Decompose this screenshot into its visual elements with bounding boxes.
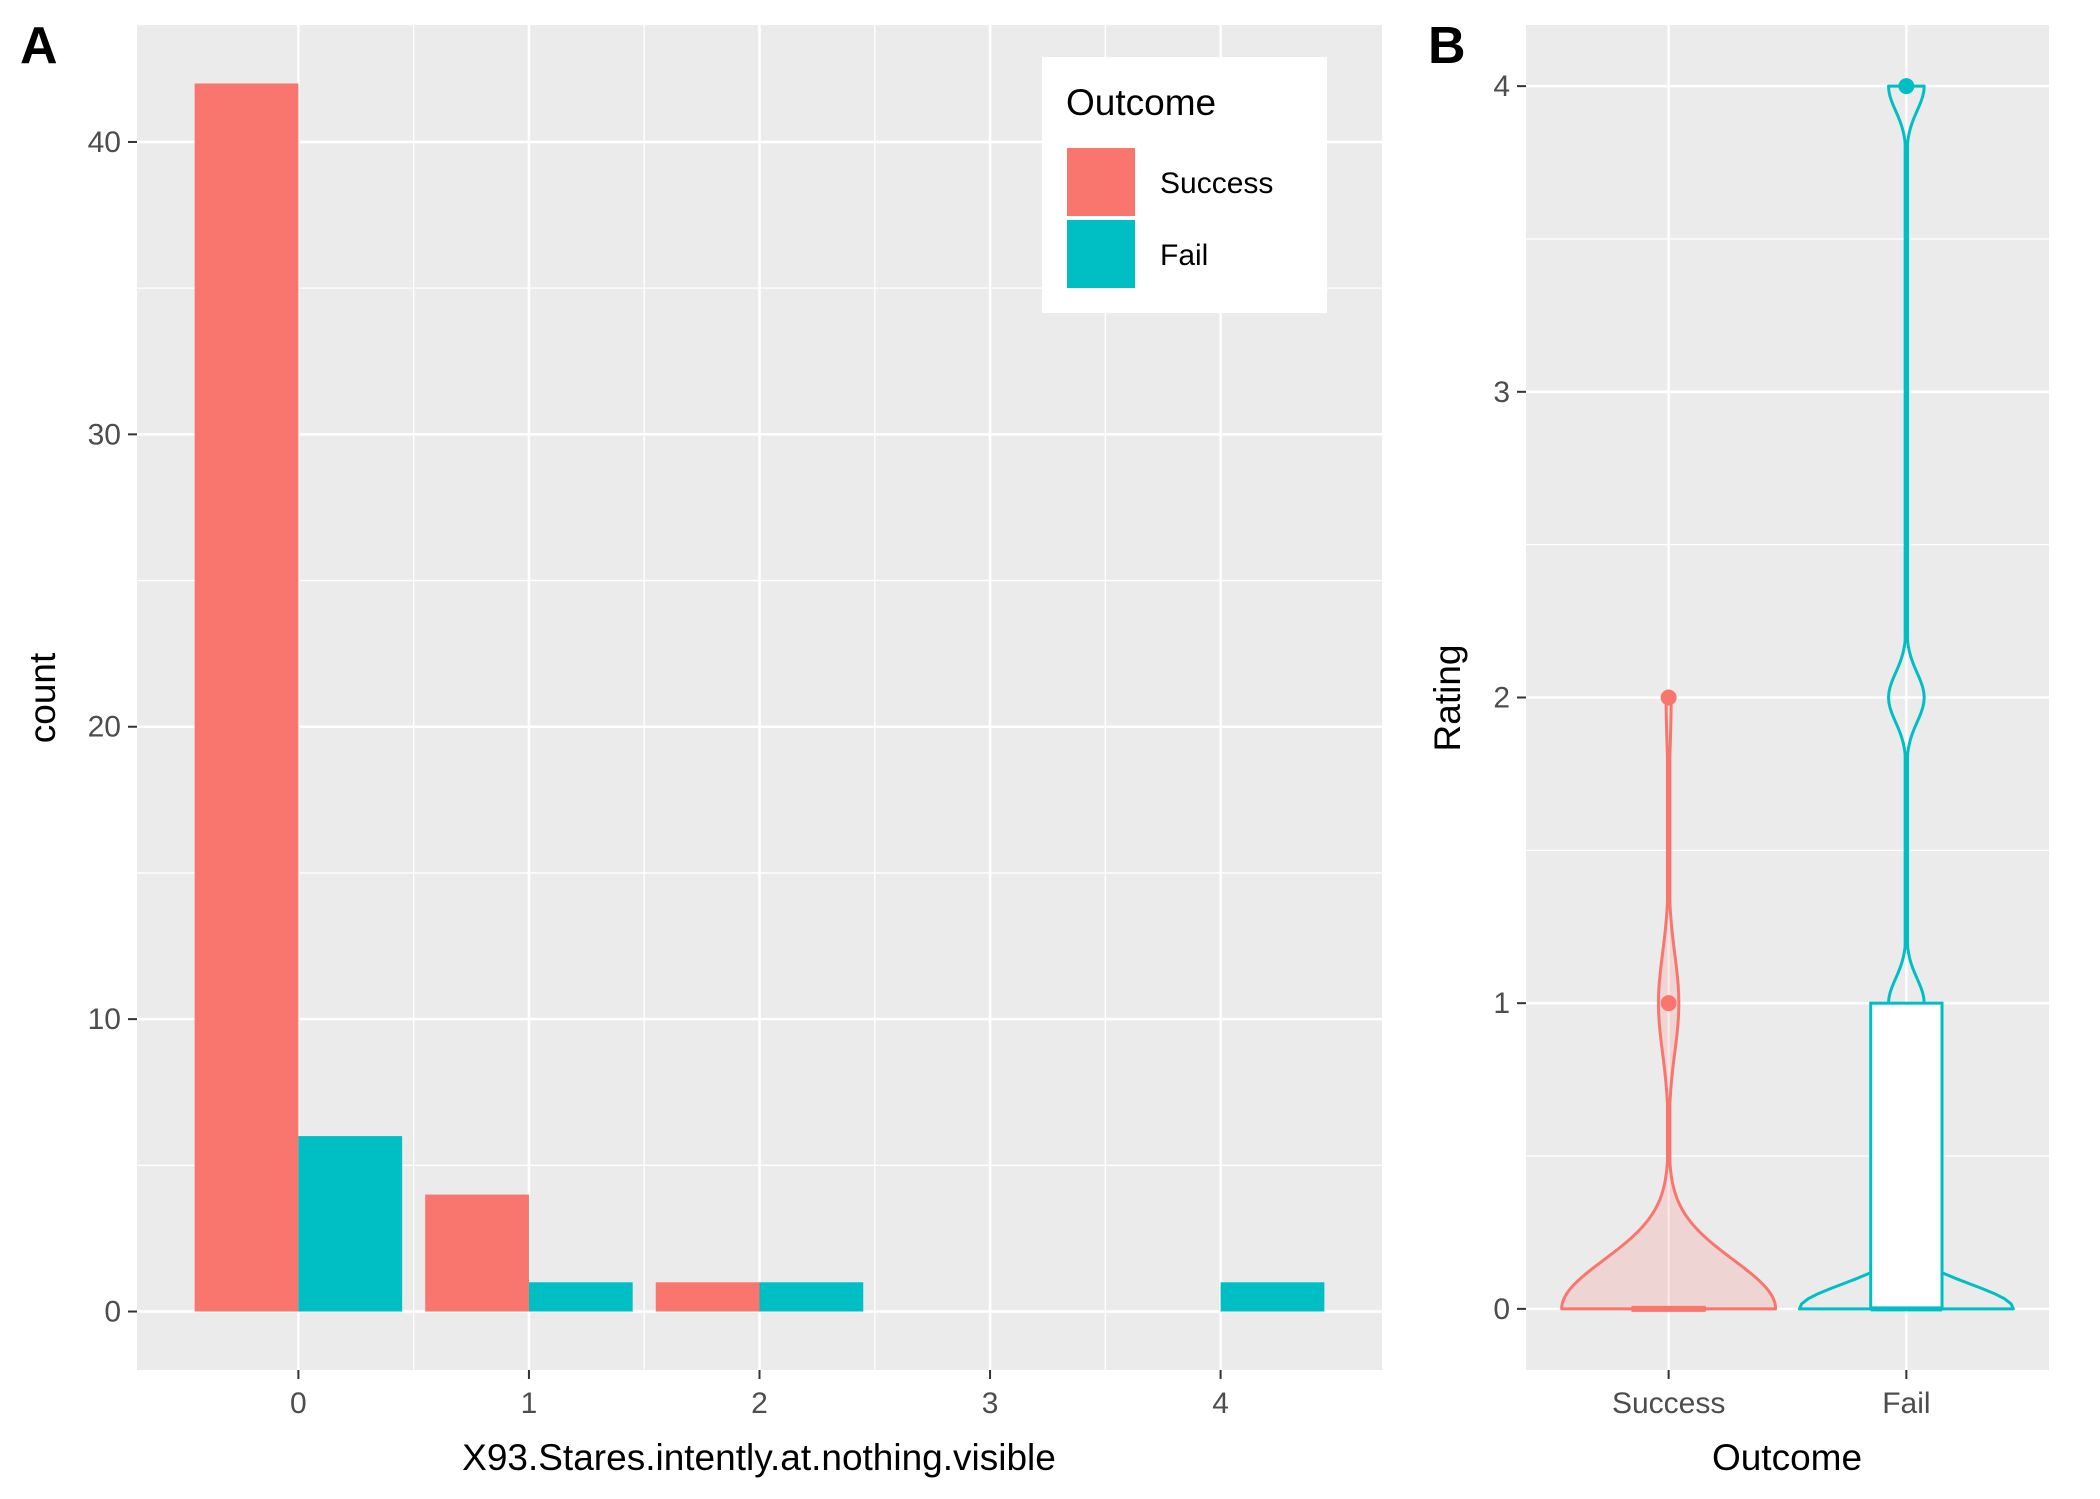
y-axis-ticks: 0 1 2 3 4	[1493, 70, 1526, 1326]
bar-fail-1	[528, 1282, 633, 1312]
bar-fail-2	[759, 1282, 864, 1312]
y-tick-label: 40	[88, 126, 121, 159]
y-tick-label: 0	[1493, 1293, 1510, 1326]
y-tick-label: 0	[104, 1296, 121, 1329]
panel-label-b: B	[1428, 17, 1466, 75]
violin-fail	[1797, 84, 2015, 1311]
outlier-point	[1660, 995, 1677, 1012]
x-axis-title: X93.Stares.intently.at.nothing.visible	[462, 1437, 1056, 1478]
legend-key-fail	[1067, 220, 1135, 288]
violins-and-boxes	[1560, 78, 2015, 1312]
y-tick-label: 2	[1493, 682, 1510, 715]
bars	[194, 83, 1325, 1312]
outlier-point	[1660, 689, 1677, 706]
y-tick-label: 30	[88, 418, 121, 451]
bar-success-1	[425, 1194, 529, 1312]
x-tick-label: Fail	[1882, 1387, 1930, 1420]
bar-success-0	[194, 83, 299, 1312]
y-axis-title: count	[22, 652, 63, 743]
x-axis-ticks: Success Fail	[1612, 1370, 1931, 1420]
y-axis-title: Rating	[1427, 645, 1468, 752]
violin-panel: Success Fail 0 1 2 3 4 Outcome Rating B	[1427, 17, 2049, 1478]
x-tick-label: 1	[521, 1387, 538, 1420]
x-axis-ticks: 0 1 2 3 4	[290, 1370, 1229, 1420]
bar-fail-0	[298, 1136, 403, 1312]
histogram-panel: 0 1 2 3 4 0 10 20 30 40 X93.Stares.intently.at.n…	[20, 17, 1382, 1478]
legend: Outcome Success Fail	[1042, 57, 1327, 313]
y-tick-label: 10	[88, 1003, 121, 1036]
legend-label-fail: Fail	[1160, 239, 1208, 272]
x-tick-label: 3	[982, 1387, 999, 1420]
x-tick-label: 2	[751, 1387, 768, 1420]
y-tick-label: 1	[1493, 987, 1510, 1020]
x-axis-title: Outcome	[1712, 1437, 1862, 1478]
x-tick-label: 0	[290, 1387, 307, 1420]
bar-success-2	[655, 1282, 760, 1312]
y-axis-ticks: 0 10 20 30 40	[88, 126, 137, 1329]
bar-fail-4	[1220, 1282, 1325, 1312]
legend-key-success	[1067, 148, 1135, 216]
panel-label-a: A	[20, 17, 58, 75]
y-tick-label: 4	[1493, 70, 1510, 103]
box-fail	[1869, 1001, 1944, 1311]
outlier-point	[1898, 78, 1915, 95]
y-tick-label: 20	[88, 711, 121, 744]
y-tick-label: 3	[1493, 376, 1510, 409]
legend-label-success: Success	[1160, 167, 1273, 200]
x-tick-label: Success	[1612, 1387, 1725, 1420]
x-tick-label: 4	[1212, 1387, 1229, 1420]
legend-title: Outcome	[1066, 82, 1216, 123]
